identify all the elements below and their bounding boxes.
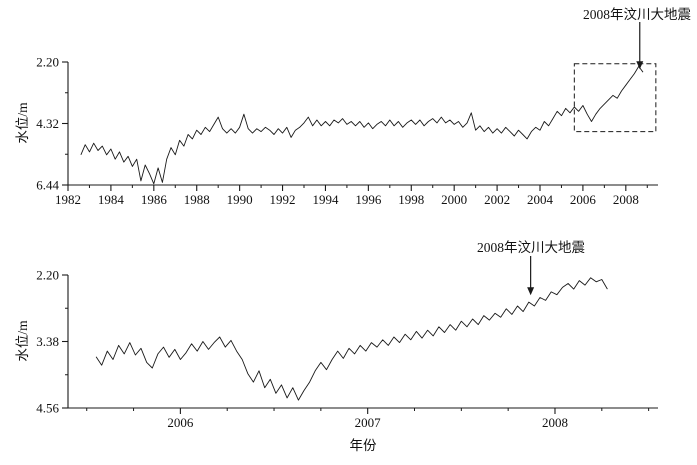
x-axis-title: 年份 xyxy=(349,438,377,453)
x-tick-label: 1982 xyxy=(55,192,81,207)
zoom-region-dashed-box xyxy=(573,63,657,133)
series-water-level-1982-2008 xyxy=(80,65,644,185)
x-tick-label: 2004 xyxy=(527,192,554,207)
y-axis-title-bottom: 水位/m xyxy=(15,320,30,362)
x-tick-label: 2007 xyxy=(355,415,382,430)
x-tick-label: 2000 xyxy=(441,192,467,207)
series-water-level-2006-2008 xyxy=(95,277,608,401)
x-tick-label: 1998 xyxy=(398,192,424,207)
y-axis-title-top: 水位/m xyxy=(15,102,30,144)
y-tick-label: 2.20 xyxy=(36,55,59,70)
x-tick-label: 2008 xyxy=(613,192,639,207)
y-tick-label: 3.38 xyxy=(36,334,59,349)
x-tick-label: 1984 xyxy=(98,192,125,207)
x-tick-label: 1996 xyxy=(355,192,382,207)
x-tick-label: 1992 xyxy=(270,192,296,207)
annotation-arrow-head xyxy=(636,61,644,70)
x-tick-label: 2006 xyxy=(167,415,194,430)
y-tick-label: 4.56 xyxy=(36,401,59,416)
x-tick-label: 1990 xyxy=(227,192,253,207)
earthquake-annotation-bottom: 2008年汶川大地震 xyxy=(477,240,585,255)
y-tick-label: 2.20 xyxy=(36,268,59,283)
x-tick-label: 1988 xyxy=(184,192,210,207)
x-tick-label: 1986 xyxy=(141,192,168,207)
x-tick-label: 2008 xyxy=(542,415,568,430)
annotation-arrow-head xyxy=(527,287,535,296)
earthquake-annotation-top: 2008年汶川大地震 xyxy=(583,7,691,22)
x-tick-label: 1994 xyxy=(312,192,339,207)
y-tick-label: 4.32 xyxy=(36,116,59,131)
x-tick-label: 2006 xyxy=(570,192,597,207)
x-tick-label: 2002 xyxy=(484,192,510,207)
y-tick-label: 6.44 xyxy=(36,178,59,193)
